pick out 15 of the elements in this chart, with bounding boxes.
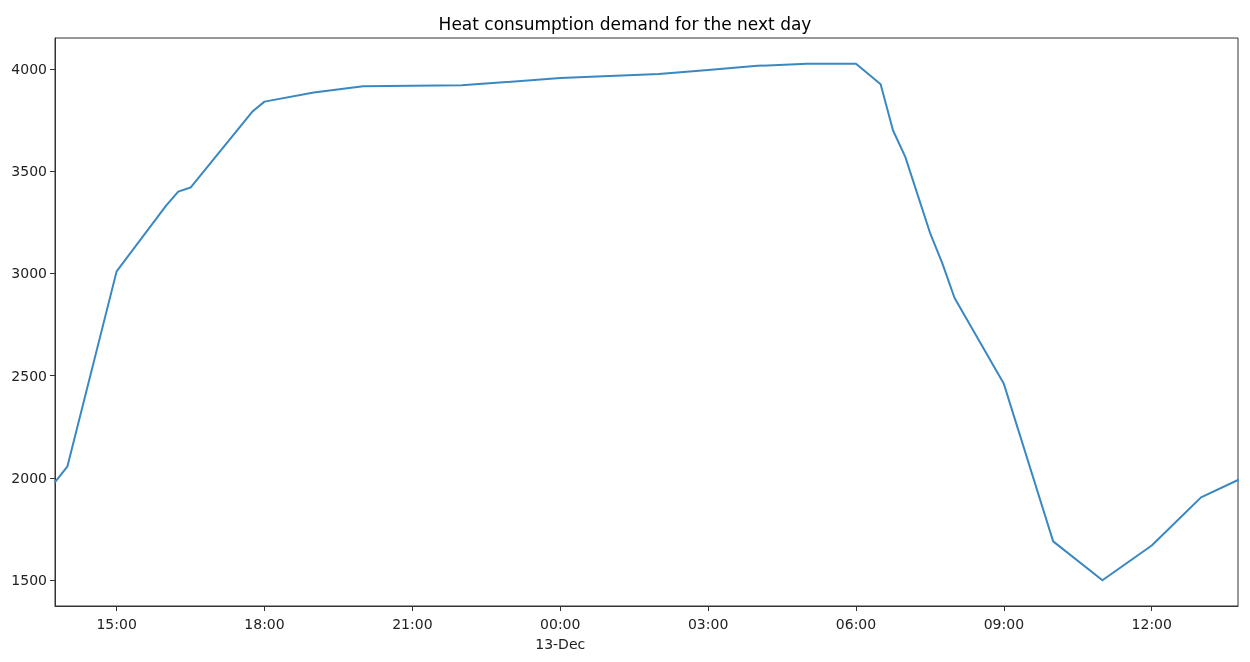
x-tick-label: 18:00 xyxy=(244,616,285,632)
x-tick-label: 09:00 xyxy=(983,616,1025,632)
y-tick-label: 4000 xyxy=(11,60,47,77)
x-tick-label: 03:00 xyxy=(687,616,729,632)
y-tick-label: 2000 xyxy=(11,469,47,486)
x-tick-label: 15:00 xyxy=(96,616,137,632)
x-tick-label: 06:00 xyxy=(835,616,877,632)
x-tick-label: 00:00 13-Dec xyxy=(535,616,586,652)
y-tick-label: 1500 xyxy=(11,572,47,589)
y-tick-label: 3000 xyxy=(11,265,47,282)
chart-title: Heat consumption demand for the next day xyxy=(438,13,812,34)
y-tick-label: 2500 xyxy=(11,367,47,384)
x-tick-label: 12:00 xyxy=(1131,616,1172,632)
y-tick-label: 3500 xyxy=(11,163,47,180)
x-tick-label: 21:00 xyxy=(392,616,433,632)
